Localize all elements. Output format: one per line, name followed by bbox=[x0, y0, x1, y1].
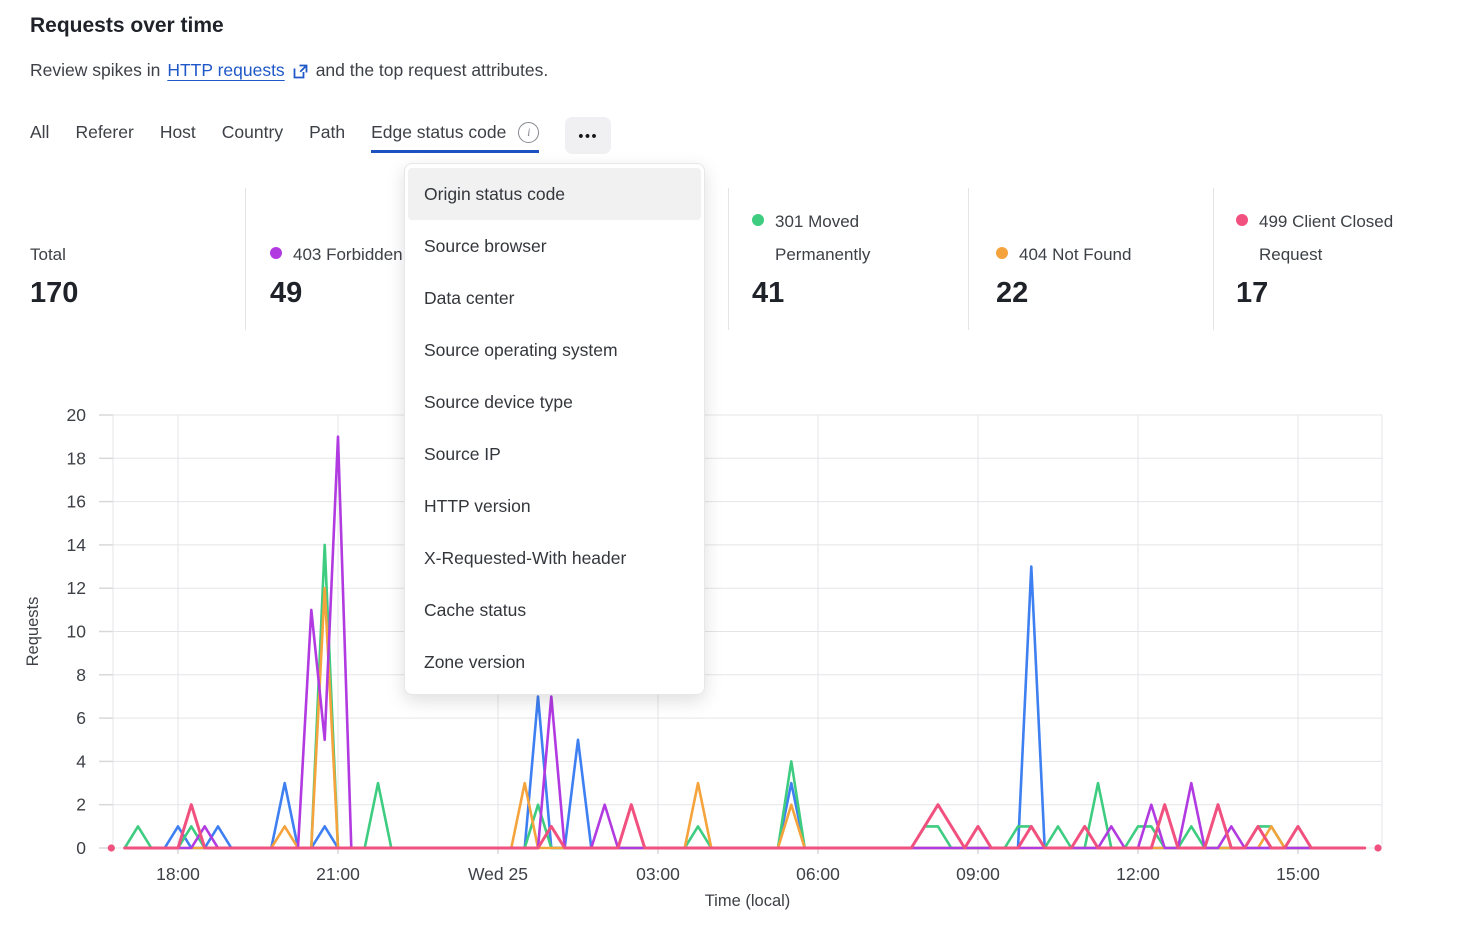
subtitle-prefix: Review spikes in bbox=[30, 60, 161, 80]
attribute-dropdown-menu: Origin status code Source browser Data cen… bbox=[404, 163, 705, 695]
tab-country[interactable]: Country bbox=[222, 122, 283, 153]
tab-all[interactable]: All bbox=[30, 122, 49, 153]
stat-value: 49 bbox=[270, 277, 303, 309]
more-attributes-button[interactable]: ●●● bbox=[565, 117, 612, 154]
requests-over-time-chart: 0 2 4 6 8 10 12 14 16 18 20 18:00 21:00 Wed 25 03:00 06… bbox=[24, 405, 1383, 910]
y-tick-label: 16 bbox=[67, 492, 86, 512]
menu-item-zone-version[interactable]: Zone version bbox=[424, 651, 526, 672]
x-tick-label: 09:00 bbox=[956, 864, 1000, 884]
y-tick-label: 10 bbox=[67, 622, 87, 642]
stat-value: 22 bbox=[996, 277, 1029, 309]
stat-301-moved-permanently: 301 Moved Permanently 41 bbox=[752, 204, 937, 310]
y-tick-label: 20 bbox=[67, 405, 87, 425]
menu-item-x-requested-with-header[interactable]: X-Requested-With header bbox=[424, 547, 627, 568]
stat-value: 170 bbox=[30, 277, 79, 309]
stat-label: Total bbox=[30, 245, 66, 264]
tab-bar: All Referer Host Country Path Edge status cod… bbox=[30, 117, 612, 157]
tab-path[interactable]: Path bbox=[309, 122, 345, 153]
x-tick-label: 21:00 bbox=[316, 864, 360, 884]
menu-item-http-version[interactable]: HTTP version bbox=[424, 495, 531, 516]
x-tick-label: 06:00 bbox=[796, 864, 840, 884]
stat-divider bbox=[728, 188, 729, 330]
stat-divider bbox=[968, 188, 969, 330]
stat-label: 403 Forbidden bbox=[293, 245, 403, 264]
tab-label: All bbox=[30, 121, 50, 142]
menu-item-data-center[interactable]: Data center bbox=[424, 287, 515, 308]
y-tick-label: 2 bbox=[76, 795, 86, 815]
tab-label: Path bbox=[309, 121, 346, 142]
legend-dot bbox=[996, 247, 1008, 259]
series-end-dot-499-client-closed-request bbox=[1374, 844, 1382, 852]
series-end-dot-499-client-closed-request bbox=[107, 844, 115, 852]
tab-host[interactable]: Host bbox=[160, 122, 196, 153]
subtitle: Review spikes in HTTP requests and the t… bbox=[30, 60, 548, 81]
menu-item-source-browser[interactable]: Source browser bbox=[424, 235, 547, 256]
legend-dot bbox=[752, 214, 764, 226]
stat-404-not-found: 404 Not Found 22 bbox=[996, 204, 1131, 310]
page-title: Requests over time bbox=[30, 14, 224, 37]
y-axis-title: Requests bbox=[24, 597, 42, 667]
series-line-403-forbidden bbox=[123, 435, 1366, 850]
tab-label: Edge status code bbox=[371, 121, 507, 142]
x-tick-label: Wed 25 bbox=[468, 864, 528, 884]
x-tick-label: 12:00 bbox=[1116, 864, 1160, 884]
tab-edge-status-code[interactable]: Edge status code i bbox=[371, 121, 540, 153]
y-tick-label: 6 bbox=[76, 708, 86, 728]
ellipsis-icon: ●●● bbox=[578, 130, 599, 141]
stat-total: Total 170 bbox=[30, 204, 78, 310]
stat-divider bbox=[1213, 188, 1214, 330]
subtitle-suffix: and the top request attributes. bbox=[315, 60, 549, 80]
stat-label: 499 Client Closed Request bbox=[1259, 212, 1394, 264]
menu-item-source-device-type[interactable]: Source device type bbox=[424, 391, 573, 412]
y-tick-label: 14 bbox=[67, 535, 87, 555]
y-tick-label: 4 bbox=[76, 751, 86, 771]
http-requests-link[interactable]: HTTP requests bbox=[167, 60, 285, 80]
series-line-301-moved-permanently bbox=[123, 543, 1366, 850]
menu-item-source-operating-system[interactable]: Source operating system bbox=[424, 339, 618, 360]
legend-dot bbox=[270, 247, 282, 259]
info-icon[interactable]: i bbox=[518, 121, 540, 143]
stat-403-forbidden: 403 Forbidden 49 bbox=[270, 204, 403, 310]
stats-row: Total 170 403 Forbidden 49 301 Moved Permane… bbox=[0, 188, 1458, 335]
stat-label: 404 Not Found bbox=[1019, 245, 1132, 264]
series-line-499-client-closed-request bbox=[123, 803, 1367, 850]
stat-divider bbox=[245, 188, 246, 330]
x-axis-title: Time (local) bbox=[705, 892, 791, 910]
menu-item-source-ip[interactable]: Source IP bbox=[424, 443, 501, 464]
menu-item-cache-status[interactable]: Cache status bbox=[424, 599, 527, 620]
stat-value: 17 bbox=[1236, 277, 1269, 309]
x-tick-label: 18:00 bbox=[156, 864, 200, 884]
stat-value: 41 bbox=[752, 277, 785, 309]
legend-dot bbox=[1236, 214, 1248, 226]
tab-label: Referer bbox=[75, 121, 134, 142]
tab-referer[interactable]: Referer bbox=[75, 122, 133, 153]
menu-item-origin-status-code[interactable]: Origin status code bbox=[408, 168, 701, 220]
tab-label: Country bbox=[221, 121, 284, 142]
stat-label: 301 Moved Permanently bbox=[775, 212, 871, 264]
y-tick-label: 12 bbox=[67, 578, 86, 598]
x-tick-label: 15:00 bbox=[1276, 864, 1320, 884]
external-link-icon[interactable] bbox=[292, 63, 309, 80]
y-tick-label: 18 bbox=[67, 448, 86, 468]
y-tick-label: 8 bbox=[76, 665, 86, 685]
y-tick-label: 0 bbox=[76, 838, 86, 858]
tab-label: Host bbox=[159, 121, 196, 142]
stat-499-client-closed-request: 499 Client Closed Request 17 bbox=[1236, 204, 1421, 310]
x-tick-label: 03:00 bbox=[636, 864, 680, 884]
